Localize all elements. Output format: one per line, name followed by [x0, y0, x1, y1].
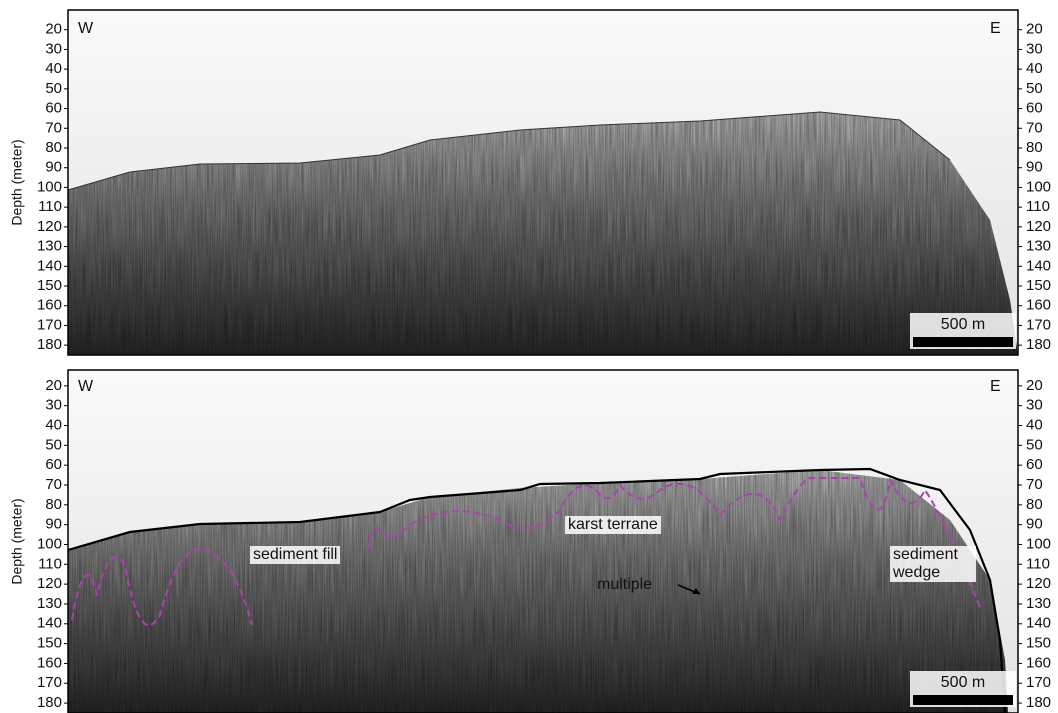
- y2-tick-label: 170: [1026, 316, 1051, 333]
- y2-tick-label: 130: [1026, 238, 1051, 255]
- y2-tick-label: 80: [1026, 139, 1043, 156]
- y-tick-label: 20: [45, 21, 62, 38]
- y-tick-label: 120: [37, 218, 62, 235]
- y-tick-label: 80: [45, 139, 62, 156]
- y-tick-label: 170: [37, 316, 62, 333]
- y2-tick-label: 40: [1026, 416, 1043, 433]
- y2-tick-label: 100: [1026, 535, 1051, 552]
- annotation: sediment fill: [250, 546, 340, 564]
- y-tick-label: 30: [45, 40, 62, 57]
- y2-tick-label: 20: [1026, 377, 1043, 394]
- y2-tick-label: 180: [1026, 694, 1051, 711]
- y-tick-label: 160: [37, 654, 62, 671]
- annotation: W: [78, 378, 93, 396]
- y-tick-label: 90: [45, 516, 62, 533]
- y-tick-label: 130: [37, 595, 62, 612]
- y-tick-label: 180: [37, 694, 62, 711]
- y2-tick-label: 60: [1026, 456, 1043, 473]
- scale-bar: [913, 337, 1013, 347]
- y2-tick-label: 30: [1026, 40, 1043, 57]
- y-tick-label: 170: [37, 674, 62, 691]
- y2-tick-label: 90: [1026, 516, 1043, 533]
- y-tick-label: 110: [38, 198, 62, 215]
- y2-tick-label: 70: [1026, 476, 1043, 493]
- y-tick-label: 70: [45, 476, 62, 493]
- panel-2-image: [68, 370, 1018, 713]
- y-tick-label: 50: [45, 436, 62, 453]
- y2-tick-label: 50: [1026, 436, 1043, 453]
- y2-tick-label: 110: [1026, 555, 1050, 572]
- y-tick-label: 150: [37, 277, 62, 294]
- y-tick-label: 180: [37, 336, 62, 353]
- y2-tick-label: 40: [1026, 60, 1043, 77]
- scale-label: 500 m: [941, 316, 985, 333]
- annotation: E: [990, 20, 1001, 38]
- annotation: karst terrane: [565, 516, 661, 534]
- y-tick-label: 130: [37, 238, 62, 255]
- y-tick-label: 140: [37, 257, 62, 274]
- y-tick-label: 20: [45, 377, 62, 394]
- y-tick-label: 150: [37, 635, 62, 652]
- y2-tick-label: 20: [1026, 21, 1043, 38]
- annotation: multiple: [597, 576, 652, 594]
- y-tick-label: 60: [45, 456, 62, 473]
- scale-bar: [913, 695, 1013, 705]
- figure: 20 20 30 30 40 40 50 50 60 60 70 70 80 80 90 90 100 100 11…: [0, 0, 1058, 713]
- y2-tick-label: 140: [1026, 257, 1051, 274]
- y2-tick-label: 110: [1026, 198, 1050, 215]
- y-tick-label: 50: [45, 80, 62, 97]
- y2-tick-label: 80: [1026, 496, 1043, 513]
- y-tick-label: 100: [37, 178, 62, 195]
- scale-label: 500 m: [941, 674, 985, 691]
- y2-tick-label: 70: [1026, 119, 1043, 136]
- y-tick-label: 40: [45, 416, 62, 433]
- annotation: E: [990, 378, 1001, 396]
- annotation: W: [78, 20, 93, 38]
- y-tick-label: 60: [45, 100, 62, 117]
- y2-tick-label: 90: [1026, 159, 1043, 176]
- y-tick-label: 30: [45, 397, 62, 414]
- y-tick-label: 160: [37, 297, 62, 314]
- y-axis-label: Depth (meter): [9, 498, 25, 584]
- y2-tick-label: 120: [1026, 218, 1051, 235]
- y2-tick-label: 120: [1026, 575, 1051, 592]
- y2-tick-label: 100: [1026, 178, 1051, 195]
- y-tick-label: 140: [37, 615, 62, 632]
- y-tick-label: 80: [45, 496, 62, 513]
- y2-tick-label: 140: [1026, 615, 1051, 632]
- page: 20 20 30 30 40 40 50 50 60 60 70 70 80 80 90 90 100 100 11…: [0, 0, 1058, 713]
- y-tick-label: 100: [37, 535, 62, 552]
- y2-tick-label: 170: [1026, 674, 1051, 691]
- y-tick-label: 120: [37, 575, 62, 592]
- y-axis-label: Depth (meter): [9, 139, 25, 225]
- y2-tick-label: 60: [1026, 100, 1043, 117]
- y-tick-label: 70: [45, 119, 62, 136]
- y2-tick-label: 30: [1026, 397, 1043, 414]
- annotation: sediment wedge: [890, 546, 976, 582]
- y2-tick-label: 50: [1026, 80, 1043, 97]
- y-tick-label: 90: [45, 159, 62, 176]
- y-tick-label: 110: [38, 555, 62, 572]
- y2-tick-label: 150: [1026, 635, 1051, 652]
- y2-tick-label: 130: [1026, 595, 1051, 612]
- y2-tick-label: 180: [1026, 336, 1051, 353]
- panel-1-image: [68, 10, 1018, 355]
- y2-tick-label: 150: [1026, 277, 1051, 294]
- y2-tick-label: 160: [1026, 297, 1051, 314]
- y-tick-label: 40: [45, 60, 62, 77]
- y2-tick-label: 160: [1026, 654, 1051, 671]
